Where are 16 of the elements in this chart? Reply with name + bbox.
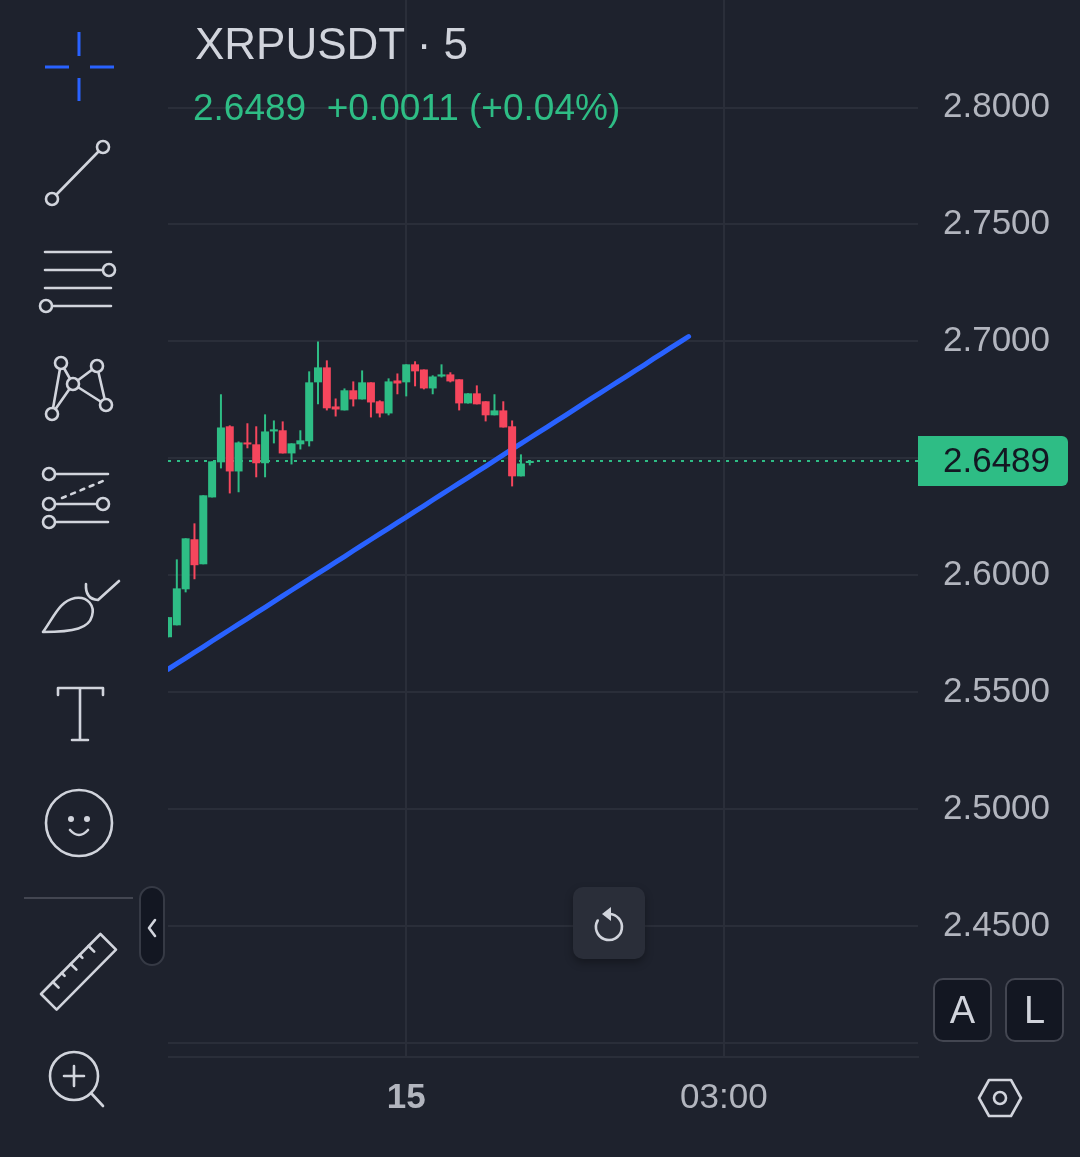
ref-line-label: 2.6489 [943,439,1051,479]
text: 2.6489 +0.0011 (+0.04%) [193,86,621,130]
y-tick-label: 2.5500 [943,669,1051,709]
y-tick-label: 2.5000 [943,786,1051,826]
y-tick-label: 2.6000 [943,552,1051,592]
x-tick-label: 15 [386,1075,426,1115]
text: L [1005,978,1064,1042]
candlestick [269,420,278,444]
y-tick-label: 2.7000 [943,319,1051,359]
y-tick-label: 2.7500 [943,202,1051,242]
chart-title: XRPUSDT · 5 [195,18,469,70]
x-tick-label: 03:00 [680,1075,768,1115]
y-tick-label: 2.8000 [943,85,1051,125]
candlestick [243,423,252,449]
text: A [933,978,992,1042]
y-tick-label: 2.4500 [943,903,1051,943]
